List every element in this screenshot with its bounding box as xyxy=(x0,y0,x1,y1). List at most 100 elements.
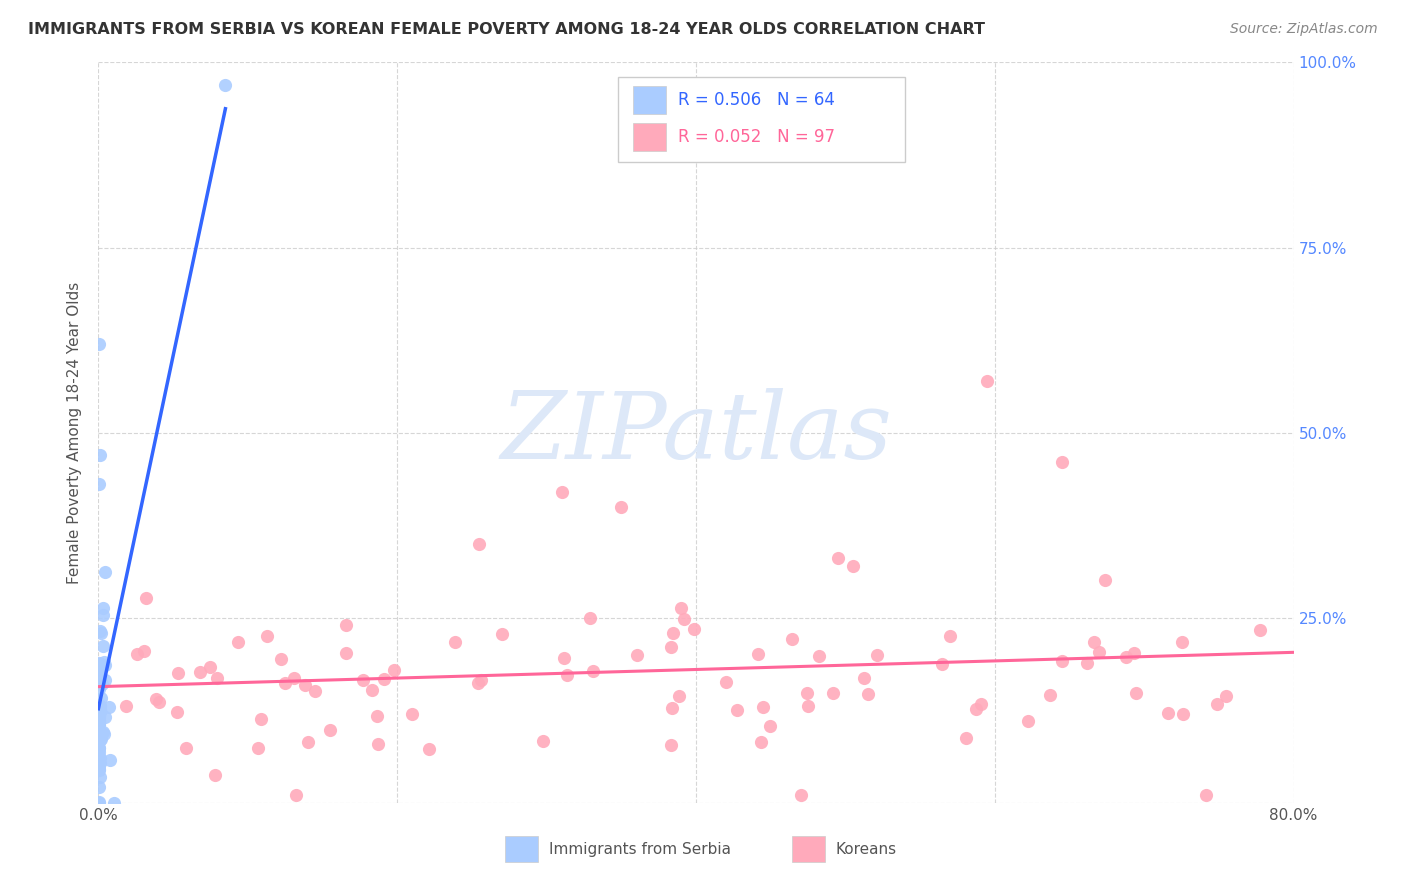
Point xyxy=(87,740,110,755)
FancyBboxPatch shape xyxy=(619,78,905,162)
Text: IMMIGRANTS FROM SERBIA VS KOREAN FEMALE POVERTY AMONG 18-24 YEAR OLDS CORRELATIO: IMMIGRANTS FROM SERBIA VS KOREAN FEMALE … xyxy=(28,22,986,37)
Point xyxy=(91,640,114,654)
Point xyxy=(550,484,572,499)
Point xyxy=(174,740,197,755)
Point xyxy=(285,789,308,803)
Point xyxy=(659,640,682,654)
Point xyxy=(87,796,110,810)
Point xyxy=(87,705,110,719)
Point xyxy=(90,677,112,691)
Point xyxy=(89,448,111,462)
Point xyxy=(366,709,388,723)
Point xyxy=(725,703,748,717)
Point xyxy=(1206,697,1229,711)
Point xyxy=(467,675,489,690)
Point xyxy=(204,768,226,782)
Point xyxy=(89,704,111,718)
Text: Immigrants from Serbia: Immigrants from Serbia xyxy=(548,842,731,857)
Point xyxy=(1017,714,1039,728)
Point xyxy=(1125,686,1147,700)
Point xyxy=(491,626,513,640)
Point xyxy=(808,648,831,663)
Point xyxy=(188,665,211,679)
Point xyxy=(87,717,110,731)
Point xyxy=(1171,635,1194,649)
Point xyxy=(89,751,111,765)
Point xyxy=(418,741,440,756)
Point xyxy=(661,701,683,715)
Point xyxy=(360,682,382,697)
Point xyxy=(89,624,111,639)
Point xyxy=(94,673,117,688)
Point xyxy=(1076,656,1098,670)
Point xyxy=(247,741,270,756)
Point xyxy=(1195,789,1218,803)
Point xyxy=(931,657,953,671)
Point xyxy=(1123,646,1146,660)
Point xyxy=(87,745,110,759)
Point xyxy=(626,648,648,663)
Point xyxy=(443,635,465,649)
Point xyxy=(470,673,492,687)
Point xyxy=(87,795,110,809)
Point xyxy=(382,663,405,677)
Point xyxy=(134,644,156,658)
Point xyxy=(797,699,820,714)
Point xyxy=(283,671,305,685)
Point xyxy=(226,635,249,649)
Point xyxy=(135,591,157,605)
Point xyxy=(796,686,818,700)
Point xyxy=(1094,573,1116,587)
Point xyxy=(335,618,357,632)
Point xyxy=(145,691,167,706)
Point xyxy=(89,665,111,679)
Point xyxy=(87,780,110,795)
Point xyxy=(94,565,117,579)
Point xyxy=(319,723,342,737)
Point xyxy=(866,648,889,663)
Point xyxy=(294,678,316,692)
Point xyxy=(90,691,112,706)
Point xyxy=(87,673,110,688)
Point xyxy=(610,500,633,514)
Point xyxy=(89,699,111,714)
Point xyxy=(89,701,111,715)
Point xyxy=(97,699,120,714)
Point xyxy=(1050,455,1073,469)
Point xyxy=(89,676,111,690)
Point xyxy=(976,374,998,388)
Point xyxy=(89,656,111,670)
Point xyxy=(1157,706,1180,720)
Point xyxy=(582,664,605,678)
Point xyxy=(661,625,683,640)
Point xyxy=(87,705,110,719)
Point xyxy=(821,686,844,700)
Point xyxy=(148,695,170,709)
Point xyxy=(401,706,423,721)
Point xyxy=(970,697,993,711)
Point xyxy=(87,710,110,724)
Point xyxy=(87,667,110,681)
Point xyxy=(367,737,389,751)
Point xyxy=(87,714,110,728)
Point xyxy=(89,725,111,739)
Point xyxy=(198,659,221,673)
Point xyxy=(250,712,273,726)
Point xyxy=(531,733,554,747)
Point xyxy=(1039,688,1062,702)
Y-axis label: Female Poverty Among 18-24 Year Olds: Female Poverty Among 18-24 Year Olds xyxy=(67,282,83,583)
Point xyxy=(127,647,149,661)
Point xyxy=(103,796,125,810)
Point xyxy=(87,718,110,732)
FancyBboxPatch shape xyxy=(505,836,538,862)
Point xyxy=(89,751,111,765)
Point xyxy=(167,666,190,681)
Point xyxy=(304,683,326,698)
Point xyxy=(91,724,114,739)
Point xyxy=(91,608,114,623)
FancyBboxPatch shape xyxy=(633,123,666,152)
Text: Source: ZipAtlas.com: Source: ZipAtlas.com xyxy=(1230,22,1378,37)
Point xyxy=(89,771,111,785)
Point xyxy=(752,700,775,714)
Point xyxy=(965,702,987,716)
